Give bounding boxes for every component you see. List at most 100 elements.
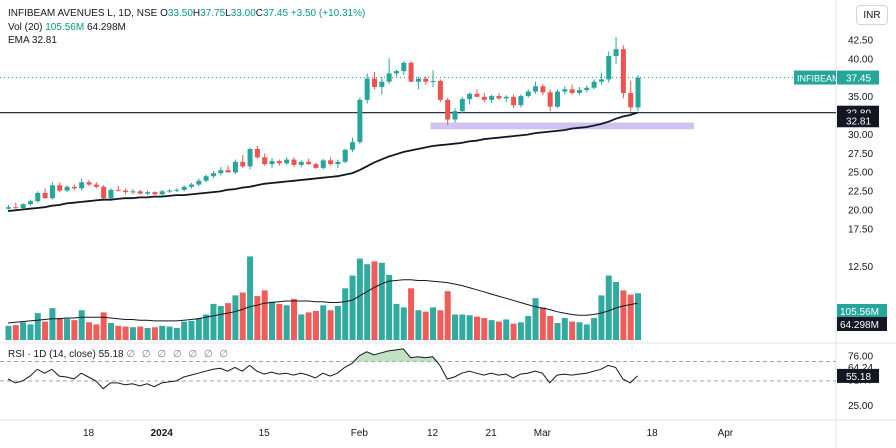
candle[interactable] bbox=[386, 58, 392, 84]
price-axis-tick: 27.50 bbox=[848, 149, 873, 160]
candle[interactable] bbox=[350, 137, 356, 153]
candle[interactable] bbox=[13, 202, 19, 209]
candle[interactable] bbox=[635, 75, 641, 112]
candle[interactable] bbox=[393, 69, 399, 77]
volume-bar bbox=[247, 256, 254, 340]
candle[interactable] bbox=[452, 108, 458, 123]
candle[interactable] bbox=[145, 190, 151, 196]
candle[interactable] bbox=[35, 191, 41, 203]
candle[interactable] bbox=[71, 184, 77, 190]
rsi-label[interactable]: RSI · 1D (14, close) bbox=[8, 349, 96, 360]
candle[interactable] bbox=[576, 86, 582, 96]
volume-bar bbox=[34, 313, 41, 340]
candle[interactable] bbox=[496, 93, 502, 100]
candle[interactable] bbox=[130, 189, 136, 195]
candle[interactable] bbox=[540, 83, 546, 96]
candle[interactable] bbox=[137, 189, 143, 195]
candle[interactable] bbox=[584, 85, 590, 93]
candle[interactable] bbox=[569, 84, 575, 95]
candle[interactable] bbox=[533, 81, 539, 94]
candle[interactable] bbox=[328, 157, 334, 166]
candle[interactable] bbox=[306, 158, 312, 165]
candle[interactable] bbox=[313, 162, 319, 169]
candle[interactable] bbox=[459, 96, 465, 114]
candle[interactable] bbox=[291, 157, 297, 168]
ohlc-value-h: 37.75 bbox=[200, 8, 226, 19]
candle[interactable] bbox=[511, 94, 517, 109]
candle[interactable] bbox=[269, 158, 275, 168]
candle[interactable] bbox=[298, 160, 304, 168]
candle[interactable] bbox=[262, 153, 268, 166]
candle[interactable] bbox=[598, 72, 604, 85]
candle[interactable] bbox=[620, 45, 626, 99]
candle[interactable] bbox=[606, 51, 612, 83]
ema-label[interactable]: EMA bbox=[8, 35, 30, 46]
candle[interactable] bbox=[467, 92, 473, 105]
candle[interactable] bbox=[225, 165, 231, 173]
candle[interactable] bbox=[357, 97, 363, 144]
candle[interactable] bbox=[372, 71, 377, 90]
candle[interactable] bbox=[152, 191, 158, 196]
candle[interactable] bbox=[101, 185, 107, 200]
candle[interactable] bbox=[123, 188, 129, 195]
candle[interactable] bbox=[203, 174, 209, 183]
candle[interactable] bbox=[489, 94, 495, 103]
candle[interactable] bbox=[79, 178, 85, 191]
candle[interactable] bbox=[27, 199, 33, 206]
candle[interactable] bbox=[613, 37, 619, 64]
candle[interactable] bbox=[525, 89, 531, 98]
candle[interactable] bbox=[108, 188, 114, 199]
candle[interactable] bbox=[232, 159, 238, 174]
candle[interactable] bbox=[49, 182, 55, 200]
candle[interactable] bbox=[6, 204, 11, 210]
candle[interactable] bbox=[218, 167, 224, 176]
candle[interactable] bbox=[42, 188, 48, 199]
symbol-title[interactable]: INFIBEAM AVENUES L, 1D, NSE bbox=[8, 8, 158, 19]
candle[interactable] bbox=[437, 79, 443, 103]
candle[interactable] bbox=[342, 149, 348, 164]
candle[interactable] bbox=[562, 86, 568, 95]
candle[interactable] bbox=[379, 77, 385, 95]
candle[interactable] bbox=[445, 97, 451, 125]
candle[interactable] bbox=[628, 80, 634, 112]
candle[interactable] bbox=[93, 182, 99, 189]
candle[interactable] bbox=[240, 155, 246, 168]
candle[interactable] bbox=[86, 180, 92, 187]
candle[interactable] bbox=[64, 185, 70, 193]
candle[interactable] bbox=[474, 89, 480, 98]
candle[interactable] bbox=[20, 203, 26, 210]
candle[interactable] bbox=[159, 189, 165, 196]
candle[interactable] bbox=[247, 147, 253, 170]
candle[interactable] bbox=[189, 183, 194, 189]
candle[interactable] bbox=[284, 157, 290, 165]
candle[interactable] bbox=[430, 70, 436, 87]
candle[interactable] bbox=[167, 189, 173, 193]
ohlc-label-o: O bbox=[160, 8, 168, 19]
candle[interactable] bbox=[210, 170, 216, 179]
candle[interactable] bbox=[415, 76, 421, 90]
candle[interactable] bbox=[181, 185, 187, 192]
candle[interactable] bbox=[335, 159, 341, 168]
candle[interactable] bbox=[364, 73, 370, 104]
candle[interactable] bbox=[57, 182, 63, 193]
candle[interactable] bbox=[196, 178, 202, 187]
candle[interactable] bbox=[481, 93, 487, 103]
currency-button[interactable]: INR bbox=[856, 5, 888, 25]
candle[interactable] bbox=[423, 76, 429, 85]
candle[interactable] bbox=[503, 95, 509, 103]
candle[interactable] bbox=[591, 79, 597, 90]
time-axis-tick: Feb bbox=[351, 428, 369, 439]
candle[interactable] bbox=[276, 159, 282, 166]
support-zone[interactable] bbox=[430, 122, 695, 130]
candle[interactable] bbox=[555, 89, 560, 109]
candle[interactable] bbox=[408, 61, 414, 83]
candle[interactable] bbox=[115, 186, 121, 192]
candle[interactable] bbox=[401, 61, 407, 75]
candle[interactable] bbox=[518, 94, 524, 108]
candle[interactable] bbox=[547, 89, 553, 112]
candle[interactable] bbox=[320, 158, 326, 170]
volume-label[interactable]: Vol (20) bbox=[8, 22, 43, 33]
candle[interactable] bbox=[174, 188, 180, 193]
candle[interactable] bbox=[254, 145, 260, 159]
